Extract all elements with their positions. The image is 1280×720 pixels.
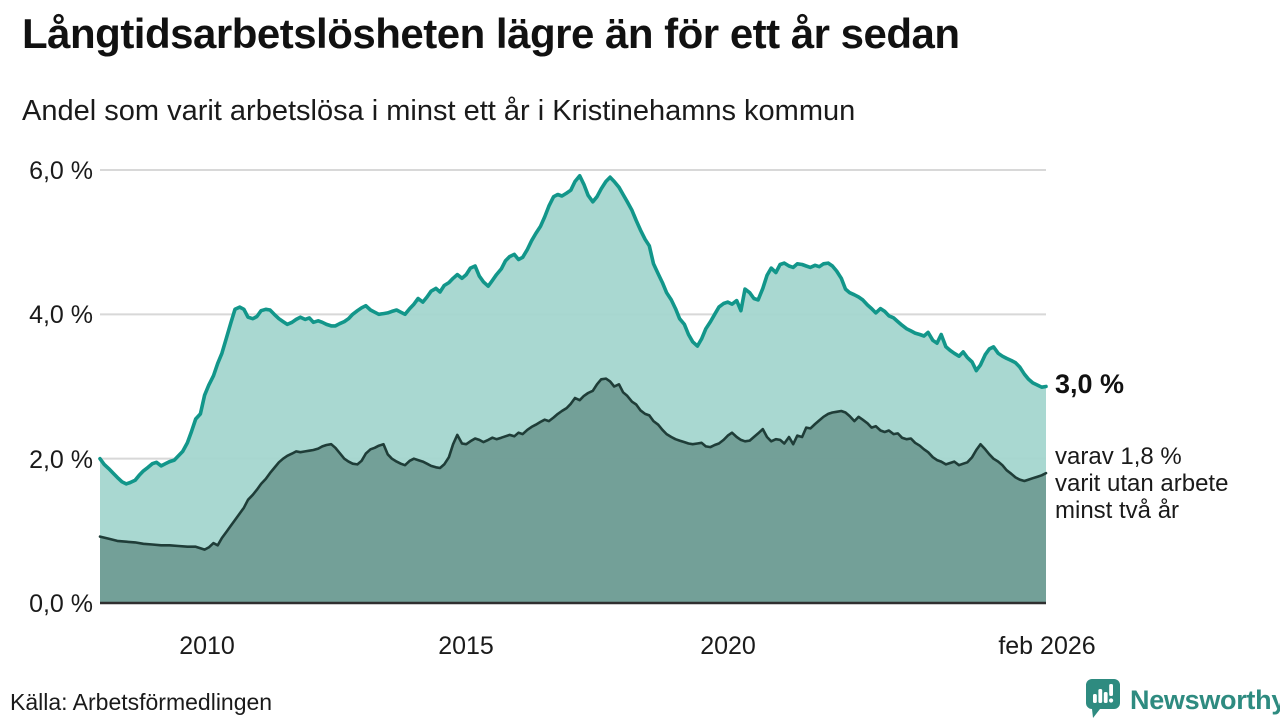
end-value-label-total: 3,0 % <box>1055 369 1125 399</box>
y-axis-tick-2: 2,0 % <box>29 446 93 474</box>
end-detail-line-1: varav 1,8 % <box>1055 443 1182 470</box>
newsworthy-logo: Newsworthy <box>1084 677 1280 720</box>
x-axis-tick-feb-2026: feb 2026 <box>998 632 1096 660</box>
x-axis-tick-2020: 2020 <box>700 632 756 660</box>
newsworthy-logo-text: Newsworthy <box>1130 685 1280 715</box>
end-detail-line-2: varit utan arbete <box>1055 470 1229 497</box>
newsworthy-bubble-chart-icon <box>1084 677 1124 720</box>
x-axis-tick-2010: 2010 <box>179 632 235 660</box>
y-axis-tick-4: 4,0 % <box>29 301 93 329</box>
y-axis-tick-6: 6,0 % <box>29 157 93 185</box>
page-title: Långtidsarbetslösheten lägre än för ett … <box>22 10 960 57</box>
x-axis-tick-2015: 2015 <box>438 632 494 660</box>
end-detail-line-3: minst två år <box>1055 497 1180 524</box>
source-attribution: Källa: Arbetsförmedlingen <box>10 689 273 715</box>
chart-subtitle: Andel som varit arbetslösa i minst ett å… <box>22 95 856 127</box>
y-axis-tick-0: 0,0 % <box>29 590 93 618</box>
end-value-label-two-year: varav 1,8 % varit utan arbete minst två … <box>1055 443 1228 524</box>
